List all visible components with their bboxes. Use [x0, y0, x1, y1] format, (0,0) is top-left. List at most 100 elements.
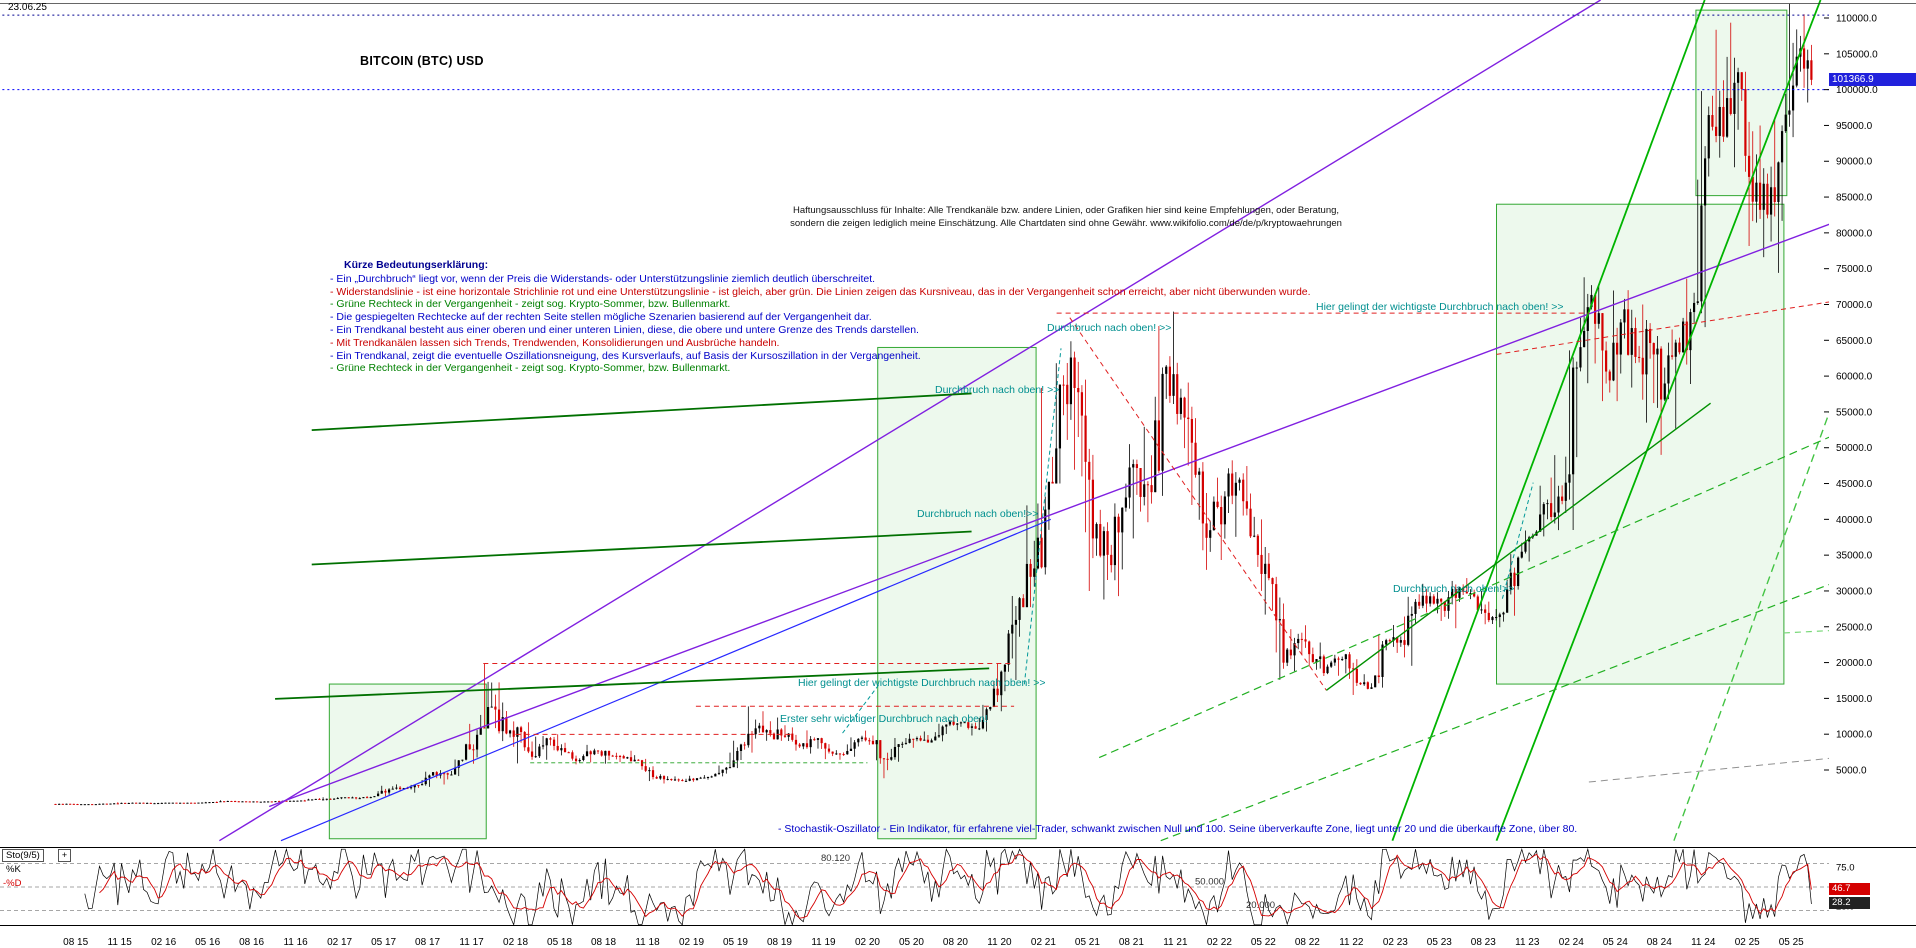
- bull-market-rects: [328, 9, 1788, 840]
- disclaimer-line: Haftungsausschluss für Inhalte: Alle Tre…: [792, 205, 1340, 216]
- chart-title: BITCOIN (BTC) USD: [360, 54, 484, 68]
- chart-annotation: Erster sehr wichtiger Durchbruch nach ob…: [780, 713, 988, 725]
- legend-line: - Ein Trendkanal, zeigt die eventuelle O…: [330, 349, 921, 362]
- time-axis-labels[interactable]: 08 15 11 15 02 16 05 16 08 16 11 16 02 17 05 17…: [63, 937, 1804, 948]
- svg-text:50000.0: 50000.0: [1836, 443, 1873, 454]
- svg-text:11 21: 11 21: [1163, 937, 1188, 948]
- legend-block: Kürze Bedeutungserklärung: - Ein „Durchb…: [330, 259, 1311, 375]
- chart-annotation: Hier gelingt der wichtigste Durchbruch n…: [1316, 301, 1564, 313]
- svg-text:05 23: 05 23: [1427, 937, 1452, 948]
- svg-text:08 16: 08 16: [239, 937, 264, 948]
- svg-text:08 23: 08 23: [1471, 937, 1496, 948]
- svg-text:85000.0: 85000.0: [1836, 193, 1873, 204]
- svg-text:08 21: 08 21: [1119, 937, 1144, 948]
- svg-text:40000.0: 40000.0: [1836, 515, 1873, 526]
- svg-text:11 24: 11 24: [1691, 937, 1716, 948]
- svg-text:02 20: 02 20: [855, 937, 880, 948]
- svg-text:02 17: 02 17: [327, 937, 352, 948]
- svg-text:05 16: 05 16: [195, 937, 220, 948]
- svg-text:70000.0: 70000.0: [1836, 300, 1873, 311]
- svg-text:05 20: 05 20: [899, 937, 924, 948]
- svg-text:02 18: 02 18: [503, 937, 528, 948]
- svg-text:02 25: 02 25: [1735, 937, 1760, 948]
- stoch-d-label: -%D: [3, 878, 22, 889]
- svg-text:05 17: 05 17: [371, 937, 396, 948]
- svg-text:50.000: 50.000: [1195, 877, 1224, 888]
- svg-text:75000.0: 75000.0: [1836, 264, 1873, 275]
- panel-borders: [0, 3, 1916, 926]
- legend-line: - Widerstandslinie - ist eine horizontal…: [330, 285, 1311, 298]
- svg-text:20.000: 20.000: [1246, 900, 1275, 911]
- expand-icon[interactable]: +: [58, 849, 71, 862]
- svg-text:5000.0: 5000.0: [1836, 766, 1867, 777]
- svg-text:08 24: 08 24: [1647, 937, 1672, 948]
- svg-text:105000.0: 105000.0: [1836, 49, 1878, 60]
- last-price-badge: 101366.9: [1829, 73, 1916, 86]
- svg-text:11 19: 11 19: [811, 937, 836, 948]
- svg-text:11 22: 11 22: [1339, 937, 1364, 948]
- candlestick-series: [54, 3, 1813, 806]
- svg-text:65000.0: 65000.0: [1836, 336, 1873, 347]
- svg-text:02 16: 02 16: [151, 937, 176, 948]
- svg-text:80.120: 80.120: [821, 853, 850, 864]
- legend-line: - Mit Trendkanälen lassen sich Trends, T…: [330, 336, 780, 349]
- svg-text:11 23: 11 23: [1515, 937, 1540, 948]
- svg-text:08 19: 08 19: [767, 937, 792, 948]
- svg-text:05 25: 05 25: [1779, 937, 1804, 948]
- stoch-k-label: %K: [6, 864, 21, 875]
- svg-text:30000.0: 30000.0: [1836, 586, 1873, 597]
- svg-text:08 20: 08 20: [943, 937, 968, 948]
- svg-text:08 18: 08 18: [591, 937, 616, 948]
- disclaimer: Haftungsausschluss für Inhalte: Alle Tre…: [783, 204, 1349, 230]
- svg-text:90000.0: 90000.0: [1836, 157, 1873, 168]
- svg-text:75.0: 75.0: [1836, 863, 1855, 874]
- stoch-k-value-badge: 28.2: [1829, 897, 1870, 909]
- svg-text:05 21: 05 21: [1075, 937, 1100, 948]
- legend-line: - Grüne Rechteck in der Vergangenheit - …: [330, 298, 731, 311]
- svg-text:08 22: 08 22: [1295, 937, 1320, 948]
- svg-text:02 19: 02 19: [679, 937, 704, 948]
- svg-text:05 19: 05 19: [723, 937, 748, 948]
- svg-text:55000.0: 55000.0: [1836, 407, 1873, 418]
- svg-text:05 24: 05 24: [1603, 937, 1628, 948]
- svg-text:11 17: 11 17: [459, 937, 484, 948]
- svg-text:100000.0: 100000.0: [1836, 85, 1878, 96]
- stochastic-k-line: [84, 847, 1812, 926]
- svg-text:45000.0: 45000.0: [1836, 479, 1873, 490]
- svg-text:60000.0: 60000.0: [1836, 372, 1873, 383]
- chart-annotation: Hier gelingt der wichtigste Durchbruch n…: [798, 677, 1046, 689]
- chart-annotation: Durchbruch nach oben!>>: [917, 508, 1039, 520]
- chart-annotation: Durchbruch nach oben!>>: [1393, 583, 1515, 595]
- disclaimer-line: sondern die zeigen lediglich meine Einsc…: [790, 218, 1342, 229]
- legend-line: - Ein „Durchbruch“ liegt vor, wenn der P…: [330, 272, 876, 285]
- stochastic-d-line: [99, 853, 1812, 919]
- svg-text:15000.0: 15000.0: [1836, 694, 1873, 705]
- chart-annotation: Durchbruch nach oben! >>: [935, 384, 1060, 396]
- svg-text:11 16: 11 16: [283, 937, 308, 948]
- svg-text:02 23: 02 23: [1383, 937, 1408, 948]
- svg-text:02 24: 02 24: [1559, 937, 1584, 948]
- svg-text:110000.0: 110000.0: [1836, 14, 1877, 25]
- svg-text:08 17: 08 17: [415, 937, 440, 948]
- svg-text:08 15: 08 15: [63, 937, 88, 948]
- last-price-value: 101366.9: [1832, 74, 1874, 85]
- svg-text:80000.0: 80000.0: [1836, 228, 1873, 239]
- svg-text:10000.0: 10000.0: [1836, 730, 1873, 741]
- svg-text:95000.0: 95000.0: [1836, 121, 1873, 132]
- price-axis-labels: 5000.0 10000.0 15000.0 20000.0 25000.0 30000.…: [1824, 14, 1878, 777]
- svg-text:02 21: 02 21: [1031, 937, 1056, 948]
- date-label: 23.06.25: [8, 2, 47, 13]
- svg-text:35000.0: 35000.0: [1836, 551, 1873, 562]
- stochastic-indicator-label: Sto(9/5): [6, 850, 40, 861]
- svg-text:02 22: 02 22: [1207, 937, 1232, 948]
- svg-text:11 15: 11 15: [108, 937, 133, 948]
- legend-lines: - Ein „Durchbruch“ liegt vor, wenn der P…: [330, 273, 1311, 375]
- stochastic-indicator-button[interactable]: Sto(9/5): [2, 849, 44, 862]
- svg-text:11 20: 11 20: [987, 937, 1012, 948]
- svg-text:05 22: 05 22: [1251, 937, 1276, 948]
- chart-annotation: Durchbruch nach oben! >>: [1047, 322, 1172, 334]
- legend-line: - Die gespiegelten Rechtecke auf der rec…: [330, 311, 872, 324]
- legend-title: Kürze Bedeutungserklärung:: [344, 259, 489, 271]
